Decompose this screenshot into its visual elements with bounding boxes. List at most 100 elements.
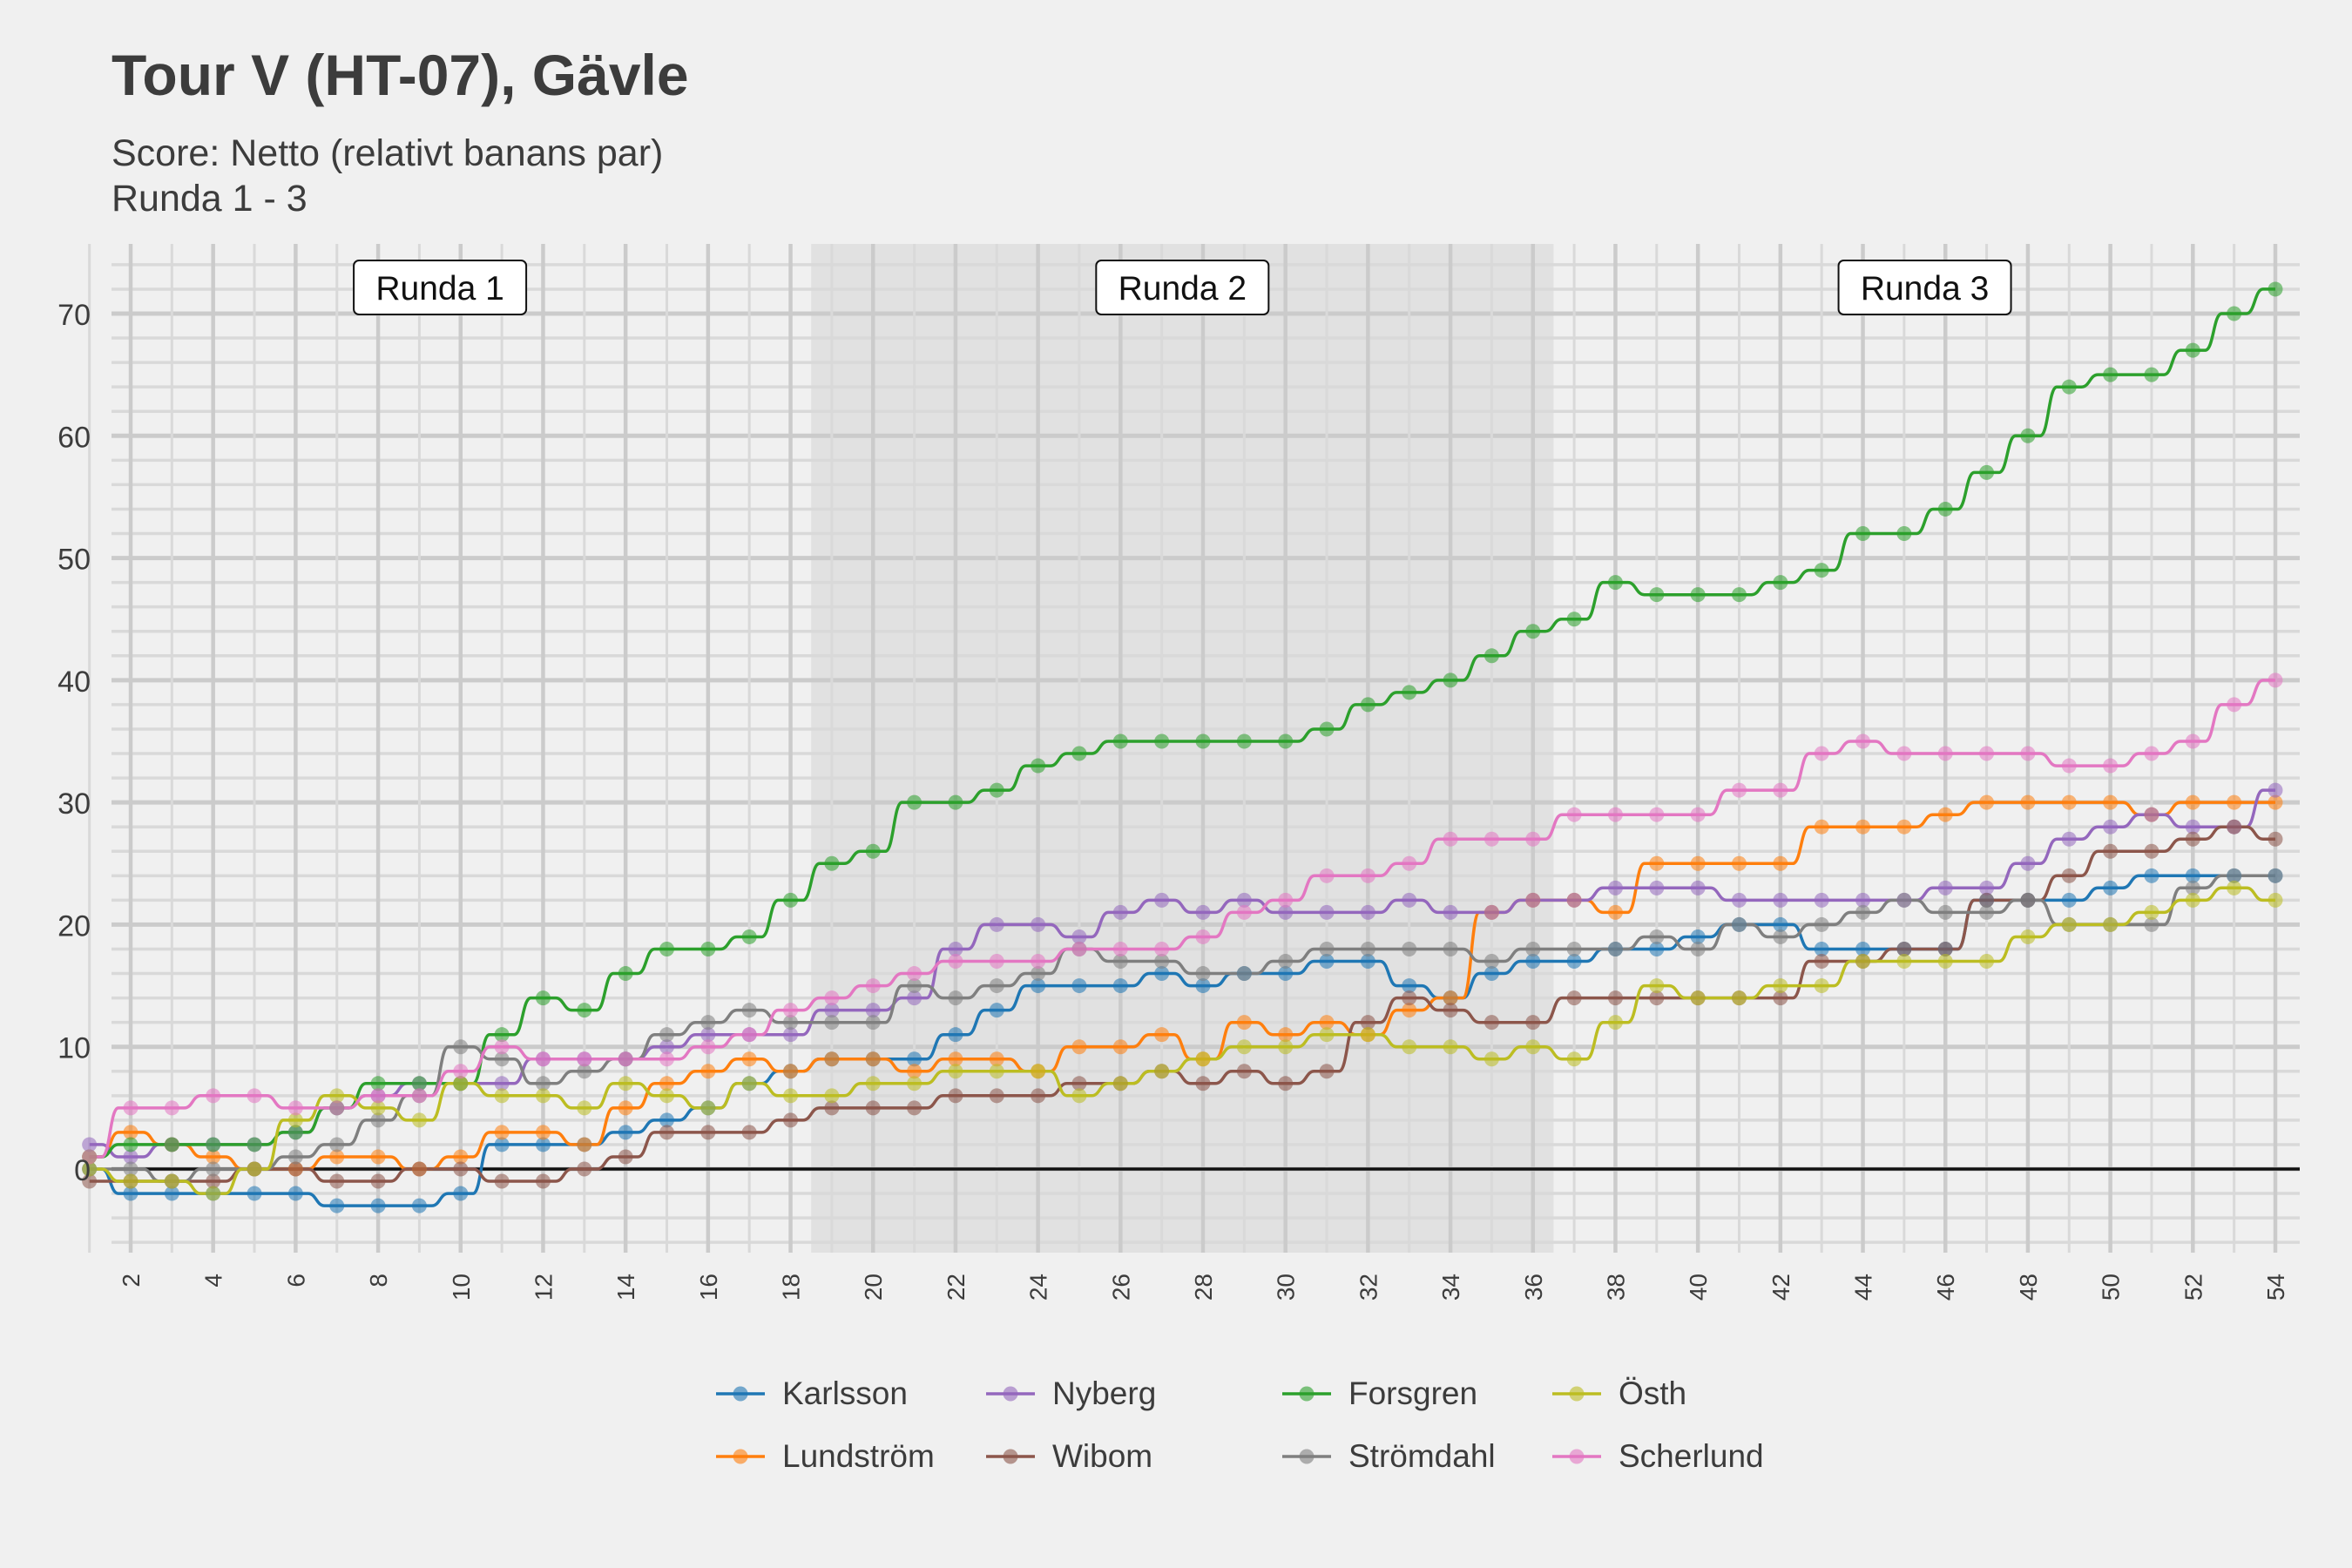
data-point [1236,1039,1252,1055]
data-point [1071,978,1087,994]
data-point [82,1161,98,1177]
data-point [247,1088,262,1104]
data-point [1319,904,1335,920]
data-point [1814,954,1829,970]
data-point [123,1100,139,1116]
data-point [907,1051,923,1067]
data-point [2227,794,2242,810]
x-tick-label: 50 [2098,1274,2125,1301]
data-point [411,1076,427,1092]
data-point [1937,807,1953,822]
data-point [1360,697,1375,713]
data-point [1607,807,1623,822]
data-point [659,1125,674,1140]
data-point [1979,892,1995,908]
x-tick-label: 4 [200,1274,227,1288]
data-point [2144,746,2159,761]
data-point [1855,892,1871,908]
legend: Karlsson Nyberg Forsgren Östh Lundström Wibom… [714,1372,1764,1478]
data-point [1071,1076,1087,1092]
data-point [1484,966,1499,982]
data-point [1484,831,1499,847]
data-point [287,1112,303,1128]
data-point [741,1051,757,1067]
legend-key-point [733,1449,748,1464]
legend-item: Östh [1551,1372,1760,1416]
data-point [1443,941,1458,956]
y-tick-label: 70 [57,299,91,332]
data-point [2144,916,2159,932]
legend-item: Karlsson [714,1372,984,1416]
data-point [1360,904,1375,920]
round-label-box-3 [1837,260,2012,315]
data-point [1649,990,1665,1006]
data-point [948,1064,963,1079]
legend-key-point [1299,1386,1315,1402]
data-point [123,1173,139,1189]
data-point [1154,733,1170,749]
data-point [1773,782,1788,798]
data-point [577,1161,592,1177]
data-point [206,1088,221,1104]
data-point [1773,855,1788,871]
data-point [329,1198,345,1213]
data-point [1319,1064,1335,1079]
data-point [2185,342,2200,358]
data-point [494,1137,510,1152]
data-point [2185,892,2200,908]
data-point [1896,526,1912,542]
data-point [824,990,840,1006]
data-point [1484,954,1499,970]
data-point [287,1161,303,1177]
data-point [2103,880,2119,896]
data-point [2185,733,2200,749]
data-point [1031,758,1046,774]
data-point [1319,721,1335,737]
data-point [907,1064,923,1079]
data-point [1773,990,1788,1006]
data-point [1402,1039,1417,1055]
x-tick-label: 2 [118,1274,145,1288]
data-point [577,1003,592,1018]
data-point [1979,880,1995,896]
data-point [411,1161,427,1177]
data-point [1402,990,1417,1006]
data-point [494,1076,510,1092]
data-point [1732,916,1747,932]
data-point [741,1003,757,1018]
data-point [1319,941,1335,956]
data-point [1566,612,1582,627]
legend-key [1552,1386,1601,1402]
data-point [989,1064,1004,1079]
data-point [989,978,1004,994]
data-point [164,1173,179,1189]
data-point [1814,892,1829,908]
data-point [206,1149,221,1165]
data-point [123,1186,139,1201]
legend-key [716,1449,765,1464]
data-point [618,966,633,982]
data-point [2103,758,2119,774]
data-point [2020,746,2036,761]
legend-item: Scherlund [1551,1435,1764,1478]
data-point [1814,978,1829,994]
data-point [1278,966,1294,982]
data-point [948,1088,963,1104]
data-point [2185,880,2200,896]
data-point [700,1027,716,1043]
data-point [164,1137,179,1152]
data-point [1071,1039,1087,1055]
x-tick-label: 28 [1190,1274,1217,1301]
series-line-2 [89,801,2275,1171]
data-point [164,1100,179,1116]
data-point [535,1076,551,1092]
data-point [2144,367,2159,382]
data-point [1690,990,1706,1006]
data-point [2061,831,2077,847]
data-point [1031,1064,1046,1079]
data-point [783,1027,799,1043]
data-point [1278,1076,1294,1092]
legend-key-point [733,1386,748,1402]
x-tick-label: 52 [2180,1274,2207,1301]
legend-key-point [1003,1449,1018,1464]
